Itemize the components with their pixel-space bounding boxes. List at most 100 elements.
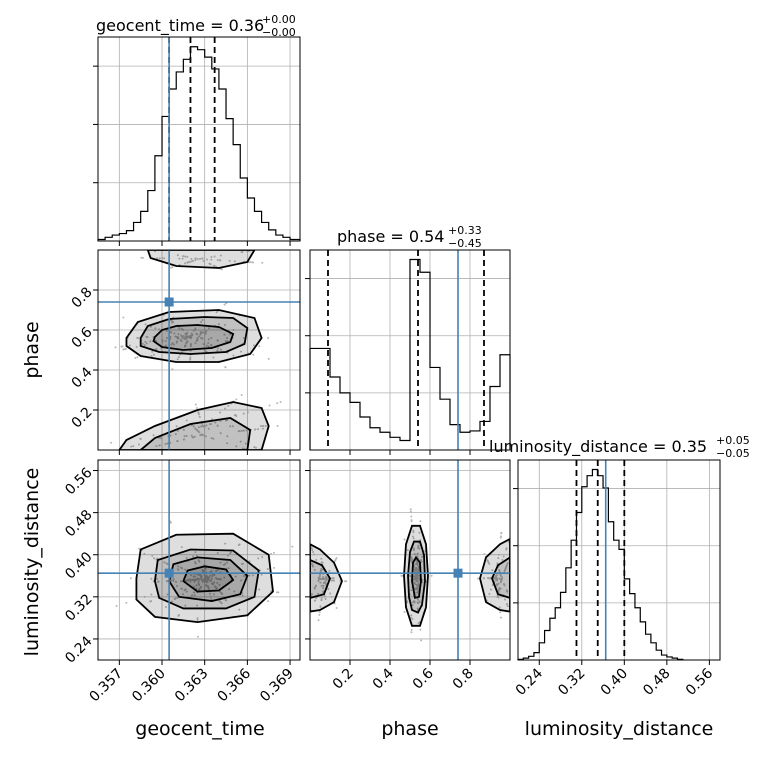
histogram-step <box>309 258 511 450</box>
sample-point <box>192 259 195 262</box>
sample-point <box>180 546 183 549</box>
sample-point <box>257 453 259 455</box>
sample-point <box>330 595 333 598</box>
sample-point <box>213 581 216 584</box>
sample-point <box>143 552 146 555</box>
sample-point <box>204 331 207 334</box>
sample-point <box>216 339 219 342</box>
ticks <box>93 65 291 246</box>
truth-marker <box>164 297 174 307</box>
sample-point <box>307 601 309 603</box>
sample-point <box>161 339 164 342</box>
sample-point <box>166 563 169 566</box>
sample-point <box>317 579 320 582</box>
sample-point <box>232 354 235 357</box>
sample-point <box>324 582 327 585</box>
sample-point <box>201 319 204 322</box>
sample-point <box>189 334 192 337</box>
sample-point <box>215 577 218 580</box>
sample-point <box>143 595 146 598</box>
sample-point <box>186 340 189 343</box>
sample-point <box>319 605 322 608</box>
sample-point <box>208 592 211 595</box>
sample-point <box>415 576 418 579</box>
sample-point <box>161 257 164 260</box>
sample-point <box>150 593 153 596</box>
sample-point <box>189 358 192 361</box>
sample-point <box>219 561 222 564</box>
sample-point <box>188 260 191 263</box>
sample-point <box>132 445 135 448</box>
sample-point <box>130 445 133 448</box>
sample-point <box>123 348 126 351</box>
sample-point <box>169 434 172 437</box>
panel-geocent-time-vs-luminosity-distance: 0.357 0.360 0.363 0.366 0.369 0.24 0.32 0.40 0.4… <box>62 459 301 705</box>
sample-point <box>199 333 202 336</box>
sample-point <box>151 554 154 557</box>
sample-point <box>503 584 506 587</box>
contour-line <box>491 556 510 599</box>
sample-point <box>419 559 422 562</box>
sample-point <box>198 258 201 261</box>
sample-point <box>416 607 419 610</box>
ticks <box>305 278 471 455</box>
sample-point <box>149 340 152 343</box>
sample-point <box>260 573 263 576</box>
sample-point <box>185 434 188 437</box>
sample-point <box>418 600 421 603</box>
sample-point <box>210 577 213 580</box>
sample-point <box>109 452 111 454</box>
sample-point <box>251 574 254 577</box>
truth-marker <box>164 568 174 578</box>
sample-point <box>161 340 164 343</box>
sample-point <box>210 256 213 259</box>
sample-point <box>416 560 419 563</box>
sample-point <box>155 339 158 342</box>
y-tick-label: 0.2 <box>69 404 96 431</box>
sample-point <box>196 617 199 620</box>
sample-point <box>224 598 227 601</box>
sample-point <box>313 553 316 556</box>
sample-point <box>176 596 179 599</box>
sample-point <box>500 532 503 535</box>
sample-point <box>410 616 413 619</box>
sample-point <box>261 427 264 430</box>
sample-point <box>248 574 251 577</box>
sample-point <box>327 588 330 591</box>
contour-fill <box>126 310 262 362</box>
sample-point <box>266 567 269 570</box>
sample-point <box>128 344 131 347</box>
sample-point <box>120 345 123 348</box>
sample-point <box>177 356 180 359</box>
sample-point <box>138 547 141 550</box>
sample-point <box>495 577 498 580</box>
sample-point <box>170 331 173 334</box>
sample-point <box>205 344 208 347</box>
sample-point <box>238 543 241 546</box>
sample-point <box>323 595 326 598</box>
sample-point <box>216 552 219 555</box>
sample-point <box>249 261 252 264</box>
ylabel-luminosity-distance: luminosity_distance <box>21 468 43 657</box>
sample-point <box>320 584 323 587</box>
sample-point <box>174 597 177 600</box>
sample-point <box>196 619 199 622</box>
sample-point <box>307 537 309 539</box>
sample-point <box>207 341 210 344</box>
sample-point <box>204 577 207 580</box>
sample-point <box>430 574 433 577</box>
sample-point <box>305 620 307 622</box>
sample-point <box>233 590 236 593</box>
grid <box>98 460 300 660</box>
sample-point <box>207 338 210 341</box>
sample-point <box>184 262 187 265</box>
sample-point <box>215 311 218 314</box>
sample-point <box>216 349 219 352</box>
sample-point <box>214 421 217 424</box>
histogram-step <box>517 468 684 660</box>
sample-point <box>219 348 222 351</box>
sample-point <box>194 403 197 406</box>
sample-point <box>192 425 195 428</box>
sample-point <box>268 404 271 407</box>
sample-point <box>163 561 166 564</box>
